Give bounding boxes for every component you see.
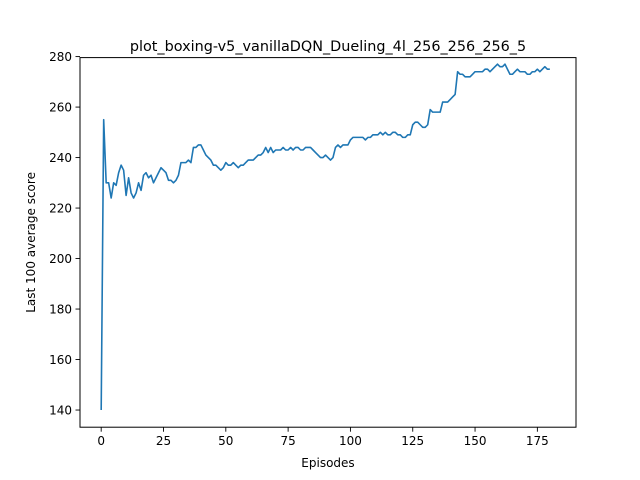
series-line-0 [100, 63, 550, 411]
y-tick-label: 140 [49, 403, 72, 417]
chart-title: plot_boxing-v5_vanillaDQN_Dueling_4l_256… [130, 39, 526, 55]
x-axis-label: Episodes [301, 456, 354, 470]
y-tick-label: 220 [49, 201, 72, 215]
x-tick-label: 100 [339, 434, 362, 448]
y-tick-label: 240 [49, 151, 72, 165]
y-tick-label: 180 [49, 302, 72, 316]
plot-area [100, 63, 550, 411]
y-tick-label: 280 [49, 50, 72, 64]
x-tick-label: 150 [464, 434, 487, 448]
x-tick-label: 25 [156, 434, 171, 448]
x-tick-label: 175 [526, 434, 549, 448]
x-axis-ticks: 0 25 50 75 100 125 150 175 [97, 427, 549, 448]
x-tick-label: 50 [218, 434, 233, 448]
plot-frame [79, 57, 577, 428]
y-tick-label: 260 [49, 100, 72, 114]
y-axis-label: Last 100 average score [24, 172, 38, 313]
y-tick-label: 160 [49, 353, 72, 367]
x-tick-label: 75 [280, 434, 295, 448]
y-axis-ticks: 140 160 180 200 220 240 260 280 [49, 50, 80, 417]
y-tick-label: 200 [49, 252, 72, 266]
x-tick-label: 0 [97, 434, 105, 448]
x-tick-label: 125 [401, 434, 424, 448]
